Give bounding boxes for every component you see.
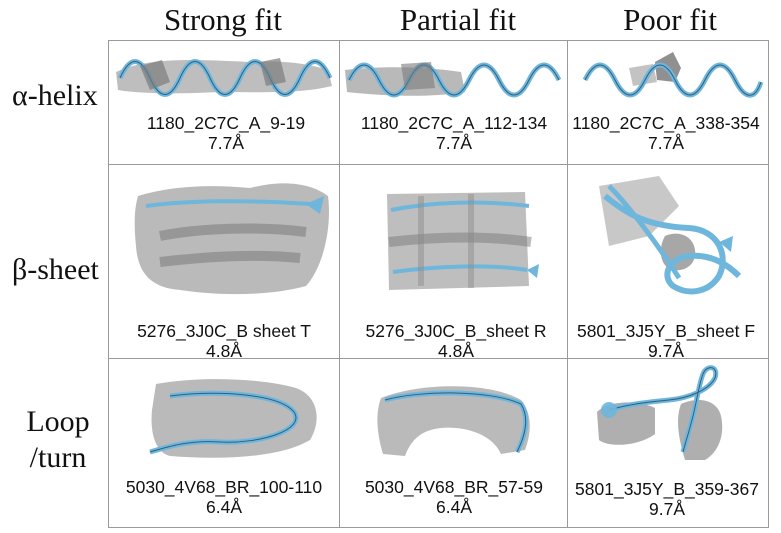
cell-loop-partial-name: 5030_4V68_BR_57-59 <box>364 477 544 497</box>
grid-line-col-2 <box>567 40 568 528</box>
grid-line-col-1 <box>339 40 340 528</box>
grid-line-2 <box>108 358 769 359</box>
row-header-beta-sheet-text: β-sheet <box>12 253 99 286</box>
helix-poor-fit-image <box>582 52 764 98</box>
cell-helix-partial <box>341 42 567 162</box>
column-header-strong-fit: Strong fit <box>164 2 282 37</box>
cell-loop-poor <box>569 360 767 528</box>
sheet-strong-fit-image <box>134 183 330 295</box>
cell-helix-poor <box>569 42 767 162</box>
helix-partial-fit-image <box>345 62 562 98</box>
cell-loop-poor-name: 5801_3J5Y_B_359-367 <box>575 479 759 499</box>
cell-sheet-partial <box>341 166 567 356</box>
grid-line-left <box>108 40 109 528</box>
cell-sheet-poor-resolution: 9.7Å <box>648 341 684 361</box>
row-header-loop-turn: Loop /turn <box>12 404 104 476</box>
cell-sheet-poor <box>569 166 767 356</box>
loop-poor-fit-image <box>597 365 723 460</box>
cell-helix-strong <box>110 42 340 162</box>
row-header-turn-line: /turn <box>29 441 87 474</box>
row-header-alpha-helix: α-helix <box>12 78 98 114</box>
cell-loop-strong <box>110 360 340 528</box>
cell-sheet-strong-name: 5276_3J0C_B sheet T <box>137 321 311 341</box>
grid-line-top <box>108 40 769 41</box>
cell-loop-strong-name: 5030_4V68_BR_100-110 <box>125 477 323 497</box>
cell-sheet-poor-name: 5801_3J5Y_B_sheet F <box>576 321 756 341</box>
cell-sheet-strong <box>110 166 340 356</box>
cell-sheet-partial-resolution: 4.8Å <box>438 341 474 361</box>
column-header-poor-fit: Poor fit <box>623 2 717 37</box>
cell-helix-partial-resolution: 7.7Å <box>436 133 472 153</box>
loop-partial-fit-image <box>377 386 530 456</box>
helix-strong-fit-image <box>116 58 333 97</box>
grid-line-bottom <box>108 527 769 528</box>
row-header-loop-line: Loop <box>26 405 90 438</box>
cell-helix-strong-resolution: 7.7Å <box>208 133 244 153</box>
cell-loop-poor-resolution: 9.7Å <box>649 499 685 519</box>
column-header-partial-fit: Partial fit <box>399 2 517 37</box>
sheet-partial-fit-image <box>387 192 539 290</box>
cell-loop-strong-resolution: 6.4Å <box>206 497 242 517</box>
cell-helix-partial-name: 1180_2C7C_A_112-134 <box>360 113 548 133</box>
grid-line-1 <box>108 164 769 165</box>
row-header-alpha-helix-text: α-helix <box>12 79 98 112</box>
cell-sheet-partial-name: 5276_3J0C_B_sheet R <box>365 321 547 341</box>
cell-loop-partial-resolution: 6.4Å <box>436 497 472 517</box>
figure-grid <box>108 40 769 528</box>
cell-helix-poor-name: 1180_2C7C_A_338-354 <box>572 113 760 133</box>
cell-loop-partial <box>341 360 567 528</box>
sheet-poor-fit-image <box>599 176 742 295</box>
cell-helix-strong-name: 1180_2C7C_A_9-19 <box>146 113 306 133</box>
loop-strong-fit-image <box>149 379 317 458</box>
row-header-beta-sheet: β-sheet <box>12 252 99 288</box>
cell-helix-poor-resolution: 7.7Å <box>648 133 684 153</box>
grid-line-right <box>768 40 769 528</box>
cell-sheet-strong-resolution: 4.8Å <box>206 341 242 361</box>
